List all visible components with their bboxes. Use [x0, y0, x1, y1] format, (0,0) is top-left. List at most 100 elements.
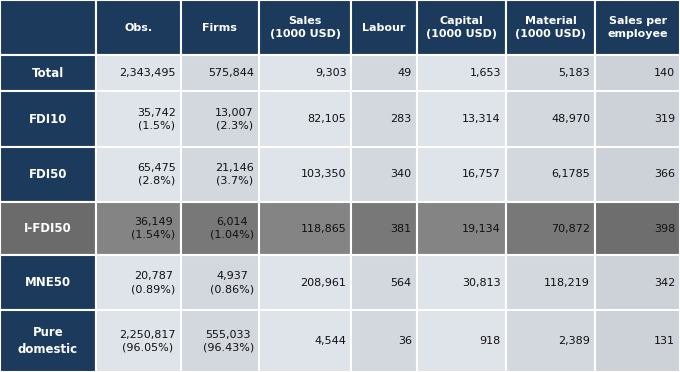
- Text: Pure
domestic: Pure domestic: [18, 326, 78, 356]
- Text: 342: 342: [653, 278, 675, 288]
- Bar: [595, 255, 680, 310]
- Text: 6,014
(1.04%): 6,014 (1.04%): [210, 217, 254, 240]
- Bar: [259, 0, 352, 55]
- Text: 283: 283: [390, 114, 411, 124]
- Bar: [259, 55, 352, 92]
- Text: 9,303: 9,303: [315, 68, 346, 78]
- Bar: [417, 55, 506, 92]
- Text: 2,343,495: 2,343,495: [119, 68, 175, 78]
- Text: 36,149
(1.54%): 36,149 (1.54%): [131, 217, 175, 240]
- Bar: [417, 255, 506, 310]
- Bar: [181, 310, 259, 372]
- Text: 70,872: 70,872: [551, 224, 590, 234]
- Text: 6,1785: 6,1785: [551, 169, 590, 179]
- Bar: [417, 0, 506, 55]
- Bar: [0, 147, 96, 202]
- Text: 30,813: 30,813: [462, 278, 501, 288]
- Text: FDI10: FDI10: [29, 113, 67, 125]
- Bar: [352, 92, 417, 147]
- Text: 82,105: 82,105: [307, 114, 346, 124]
- Bar: [0, 202, 96, 255]
- Text: Labour: Labour: [362, 23, 406, 33]
- Text: 4,937
(0.86%): 4,937 (0.86%): [210, 271, 254, 294]
- Text: 918: 918: [479, 336, 501, 346]
- Bar: [96, 92, 181, 147]
- Text: 118,865: 118,865: [301, 224, 346, 234]
- Bar: [181, 55, 259, 92]
- Bar: [0, 310, 96, 372]
- Bar: [0, 55, 96, 92]
- Text: 19,134: 19,134: [462, 224, 501, 234]
- Text: 564: 564: [390, 278, 411, 288]
- Bar: [352, 202, 417, 255]
- Text: Sales per
employee: Sales per employee: [607, 16, 668, 39]
- Text: Capital
(1000 USD): Capital (1000 USD): [426, 16, 497, 39]
- Bar: [0, 92, 96, 147]
- Text: 13,007
(2.3%): 13,007 (2.3%): [216, 108, 254, 131]
- Text: 140: 140: [654, 68, 675, 78]
- Text: Obs.: Obs.: [124, 23, 152, 33]
- Text: 366: 366: [654, 169, 675, 179]
- Text: Sales
(1000 USD): Sales (1000 USD): [270, 16, 341, 39]
- Bar: [259, 202, 352, 255]
- Text: 319: 319: [654, 114, 675, 124]
- Bar: [506, 147, 595, 202]
- Text: 16,757: 16,757: [462, 169, 501, 179]
- Bar: [181, 0, 259, 55]
- Bar: [595, 55, 680, 92]
- Bar: [417, 147, 506, 202]
- Text: 65,475
(2.8%): 65,475 (2.8%): [137, 163, 175, 186]
- Text: 381: 381: [390, 224, 411, 234]
- Bar: [181, 255, 259, 310]
- Bar: [352, 255, 417, 310]
- Text: 35,742
(1.5%): 35,742 (1.5%): [137, 108, 175, 131]
- Bar: [595, 147, 680, 202]
- Bar: [96, 255, 181, 310]
- Text: 131: 131: [654, 336, 675, 346]
- Text: 4,544: 4,544: [315, 336, 346, 346]
- Text: 48,970: 48,970: [551, 114, 590, 124]
- Text: Material
(1000 USD): Material (1000 USD): [515, 16, 586, 39]
- Text: 36: 36: [398, 336, 411, 346]
- Bar: [96, 55, 181, 92]
- Bar: [595, 310, 680, 372]
- Text: 2,389: 2,389: [558, 336, 590, 346]
- Text: I-FDI50: I-FDI50: [24, 222, 72, 235]
- Text: Firms: Firms: [203, 23, 237, 33]
- Bar: [96, 310, 181, 372]
- Bar: [506, 255, 595, 310]
- Text: Total: Total: [32, 67, 64, 80]
- Bar: [96, 147, 181, 202]
- Bar: [0, 0, 96, 55]
- Bar: [259, 310, 352, 372]
- Text: 398: 398: [653, 224, 675, 234]
- Text: 103,350: 103,350: [301, 169, 346, 179]
- Text: 2,250,817
(96.05%): 2,250,817 (96.05%): [119, 330, 175, 353]
- Bar: [417, 202, 506, 255]
- Bar: [181, 92, 259, 147]
- Text: 575,844: 575,844: [208, 68, 254, 78]
- Bar: [259, 92, 352, 147]
- Text: 340: 340: [390, 169, 411, 179]
- Bar: [595, 0, 680, 55]
- Bar: [0, 255, 96, 310]
- Text: 13,314: 13,314: [462, 114, 501, 124]
- Bar: [352, 147, 417, 202]
- Text: 208,961: 208,961: [301, 278, 346, 288]
- Text: 20,787
(0.89%): 20,787 (0.89%): [131, 271, 175, 294]
- Text: FDI50: FDI50: [29, 168, 67, 181]
- Text: 1,653: 1,653: [469, 68, 501, 78]
- Bar: [506, 92, 595, 147]
- Bar: [595, 92, 680, 147]
- Bar: [595, 202, 680, 255]
- Bar: [259, 147, 352, 202]
- Bar: [96, 0, 181, 55]
- Bar: [506, 202, 595, 255]
- Text: 555,033
(96.43%): 555,033 (96.43%): [203, 330, 254, 353]
- Text: 118,219: 118,219: [544, 278, 590, 288]
- Bar: [352, 0, 417, 55]
- Bar: [96, 202, 181, 255]
- Bar: [506, 0, 595, 55]
- Text: 5,183: 5,183: [558, 68, 590, 78]
- Bar: [181, 147, 259, 202]
